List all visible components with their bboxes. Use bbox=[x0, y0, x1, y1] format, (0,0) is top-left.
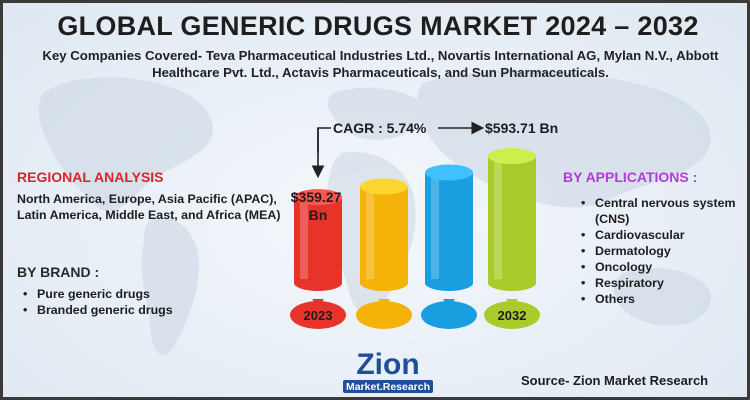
category-ellipse-4 bbox=[484, 299, 540, 329]
category-ellipse-1 bbox=[290, 299, 346, 329]
applications-list: Central nervous system (CNS) Cardiovascu… bbox=[581, 195, 741, 307]
chart-bar-2 bbox=[360, 178, 408, 291]
category-label: 2032 bbox=[498, 308, 527, 323]
brand-item: Pure generic drugs bbox=[23, 286, 193, 302]
cagr-label: CAGR : 5.74% bbox=[333, 120, 427, 136]
start-value-label: $359.27 Bn bbox=[291, 189, 346, 223]
chart-bar-1 bbox=[294, 189, 342, 291]
category-ellipse-3 bbox=[421, 299, 477, 329]
key-companies-subtitle: Key Companies Covered- Teva Pharmaceutic… bbox=[42, 48, 719, 80]
logo-word: Zion bbox=[356, 348, 419, 381]
by-brand-heading: BY BRAND : bbox=[17, 264, 100, 280]
category-label: 2023 bbox=[304, 308, 333, 323]
cagr-arrow-line bbox=[317, 127, 331, 153]
regional-analysis-heading: REGIONAL ANALYSIS bbox=[17, 169, 164, 185]
page-title: GLOBAL GENERIC DRUGS MARKET 2024 – 2032 bbox=[57, 11, 699, 41]
source-note: Source- Zion Market Research bbox=[521, 373, 709, 388]
regional-analysis-text: North America, Europe, Asia Pacific (APA… bbox=[17, 192, 281, 222]
logo-tagline: Market.Research bbox=[346, 381, 430, 393]
zion-logo: Zion Market.Research bbox=[343, 348, 433, 393]
by-applications-heading: BY APPLICATIONS : bbox=[563, 169, 698, 185]
application-item: Central nervous system (CNS) bbox=[581, 195, 741, 227]
end-value-label: $593.71 Bn bbox=[485, 120, 558, 136]
brand-list: Pure generic drugs Branded generic drugs bbox=[23, 286, 193, 318]
category-ellipse-2 bbox=[356, 299, 412, 329]
application-item: Cardiovascular bbox=[581, 227, 741, 243]
chart-bar-4 bbox=[488, 148, 536, 291]
chart-bar-3 bbox=[425, 164, 473, 291]
market-bar-chart: 2023 2032 CAGR : 5.74% $593.71 Bn $359.27… bbox=[290, 120, 558, 329]
application-item: Dermatology bbox=[581, 243, 741, 259]
application-item: Oncology bbox=[581, 259, 741, 275]
brand-item: Branded generic drugs bbox=[23, 302, 193, 318]
application-item: Others bbox=[581, 291, 741, 307]
application-item: Respiratory bbox=[581, 275, 741, 291]
